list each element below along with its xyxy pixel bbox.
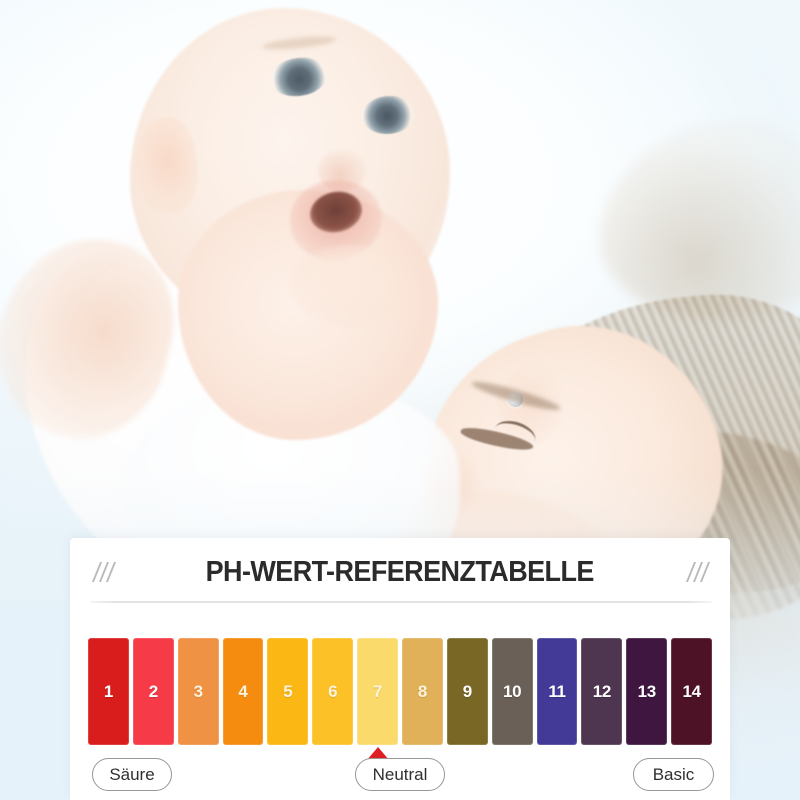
- baby-chin: [290, 245, 410, 325]
- legend-acid-label: Säure: [109, 764, 155, 784]
- ph-legend: Säure Neutral Basic: [88, 758, 714, 792]
- ph-swatch-label: 9: [462, 681, 472, 701]
- ph-swatch-7: 7: [357, 638, 399, 745]
- page-title: PH-WERT-REFERENZTABELLE: [205, 555, 595, 588]
- ph-swatch-8: 8: [402, 638, 443, 745]
- ph-swatch-strip: 1 2 3 4 5 6 7 8 9 10 11 12 13 14: [88, 638, 713, 745]
- ph-swatch-label: 14: [682, 681, 701, 701]
- ph-swatch-label: 11: [548, 681, 566, 701]
- ph-swatch-12: 12: [581, 638, 623, 745]
- title-divider: [90, 601, 712, 603]
- legend-base-label: Basic: [652, 764, 695, 784]
- ph-swatch-4: 4: [222, 638, 264, 745]
- legend-base: Basic: [633, 758, 714, 791]
- ph-swatch-6: 6: [312, 638, 354, 745]
- ph-swatch-1: 1: [88, 638, 129, 745]
- legend-acid: Säure: [92, 758, 172, 791]
- ph-swatch-label: 1: [103, 681, 113, 701]
- slash-decoration-right-icon: [685, 562, 711, 582]
- ph-swatch-label: 12: [592, 681, 612, 701]
- ph-swatch-14: 14: [671, 638, 713, 745]
- ph-swatch-label: 3: [193, 681, 203, 701]
- ph-swatch-13: 13: [626, 638, 668, 745]
- ph-swatch-2: 2: [132, 638, 174, 745]
- legend-neutral-label: Neutral: [372, 764, 428, 784]
- slash-decoration-left-icon: [91, 562, 117, 582]
- neutral-pointer-icon: [366, 747, 389, 760]
- legend-neutral: Neutral: [355, 758, 445, 791]
- ph-swatch-label: 7: [373, 681, 383, 701]
- ph-swatch-label: 2: [148, 681, 158, 701]
- ph-swatch-label: 5: [283, 681, 293, 701]
- ph-swatch-label: 8: [417, 681, 428, 701]
- ph-swatch-10: 10: [491, 638, 533, 745]
- ph-swatch-5: 5: [267, 638, 309, 745]
- ph-swatch-label: 10: [503, 681, 522, 701]
- ph-swatch-11: 11: [536, 638, 578, 745]
- ph-swatch-label: 6: [328, 681, 338, 701]
- ph-reference-card: PH-WERT-REFERENZTABELLE 1 2 3 4 5 6 7 8 9 10 11 12 1…: [70, 538, 730, 800]
- card-header: PH-WERT-REFERENZTABELLE: [70, 538, 730, 602]
- ph-swatch-9: 9: [446, 638, 488, 745]
- ph-swatch-3: 3: [177, 638, 219, 745]
- ph-swatch-label: 13: [637, 681, 657, 701]
- ph-swatch-label: 4: [238, 681, 248, 701]
